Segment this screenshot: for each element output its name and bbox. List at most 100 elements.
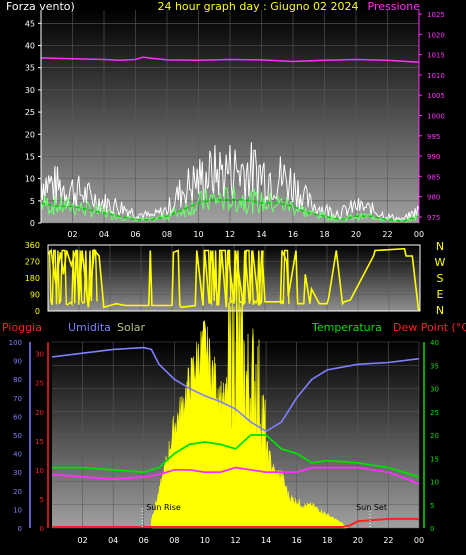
series-temperature [52,434,420,478]
wind-y-tick-label: 20 [25,130,35,139]
temp-y-tick-label: 10 [430,479,439,487]
pressure-y-tick-label: 1010 [427,72,445,80]
pressure-y-tick-label: 1025 [427,11,445,19]
wind-y-tick-label: 0 [30,219,35,228]
wind-x-tick-label: 18 [319,230,329,239]
rain-y-tick-label: 20 [35,409,44,417]
direction-compass-label: N [436,304,444,317]
humidity-y-tick-label: 70 [13,395,22,403]
temperature-label: Temperatura [311,321,382,334]
series-humidity [51,346,420,433]
direction-compass-label: S [437,272,444,285]
wind-x-tick-label: 16 [288,230,298,239]
wind-title: Forza vento) [6,0,75,13]
wind-x-tick-label: 06 [130,230,140,239]
rain-y-tick-label: 30 [35,351,44,359]
pressure-y-tick-label: 995 [427,133,440,141]
env-x-tick-label: 00 [414,536,424,545]
wind-y-tick-label: 25 [25,108,35,117]
humidity-y-tick-label: 60 [13,413,22,421]
series-wind-avg [40,186,420,223]
pressure-y-tick-label: 980 [427,194,440,202]
env-x-tick-label: 22 [383,536,393,545]
wind-x-tick-label: 14 [256,230,266,239]
direction-y-tick-label: 180 [25,274,40,283]
wind-x-tick-label: 00 [414,230,424,239]
solar-label: Solar [117,321,146,334]
direction-y-tick-label: 270 [25,258,40,267]
temp-y-tick-label: 30 [430,386,439,394]
direction-y-tick-label: 0 [35,307,40,316]
direction-y-tick-label: 360 [25,241,40,250]
humidity-y-tick-label: 90 [13,358,22,366]
wind-x-tick-label: 22 [382,230,392,239]
series-solar [151,283,348,529]
series-wind-trend [40,198,420,223]
env-x-tick-label: 14 [261,536,271,545]
sunrise-label: Sun Rise [146,503,181,512]
wind-x-tick-label: 02 [67,230,77,239]
wind-x-tick-label: 10 [193,230,203,239]
humidity-y-tick-label: 30 [13,469,22,477]
env-x-tick-label: 16 [292,536,302,545]
temp-y-tick-label: 0 [430,525,434,533]
pressure-y-tick-label: 990 [427,153,440,161]
humidity-y-tick-label: 20 [13,488,22,496]
wind-y-tick-label: 40 [25,42,35,51]
direction-compass-label: W [435,256,446,269]
temp-y-tick-label: 20 [430,432,439,440]
temp-y-tick-label: 35 [430,362,439,370]
pressure-y-tick-label: 975 [427,214,440,222]
wind-y-tick-label: 10 [25,175,35,184]
wind-y-tick-label: 15 [25,152,35,161]
temp-y-tick-label: 40 [430,339,439,347]
pressure-title: Pressione [368,0,421,13]
rain-y-tick-label: 0 [40,525,44,533]
env-x-tick-label: 06 [139,536,149,545]
humidity-y-tick-label: 80 [13,376,22,384]
series-wind-direction-band [279,249,290,305]
pressure-y-tick-label: 1015 [427,52,445,60]
wind-x-tick-label: 08 [162,230,172,239]
direction-y-tick-label: 90 [30,291,40,300]
pressure-y-tick-label: 985 [427,173,440,181]
env-x-tick-label: 02 [77,536,87,545]
pressure-y-tick-label: 1020 [427,31,445,39]
env-x-tick-label: 08 [169,536,179,545]
wind-y-tick-label: 45 [25,19,35,28]
wind-y-tick-label: 30 [25,86,35,95]
wind-x-tick-label: 04 [99,230,109,239]
rain-label: Pioggia [2,321,42,334]
humidity-y-tick-label: 40 [13,451,22,459]
pressure-y-tick-label: 1000 [427,112,445,120]
humidity-y-tick-label: 0 [18,525,22,533]
series-rain [52,517,419,528]
env-x-tick-label: 04 [108,536,118,545]
rain-y-tick-label: 25 [35,380,44,388]
direction-frame [47,244,421,312]
humidity-y-tick-label: 100 [9,339,22,347]
direction-compass-label: E [437,288,444,301]
temp-y-tick-label: 25 [430,409,439,417]
env-x-tick-label: 12 [230,536,240,545]
temp-y-tick-label: 15 [430,455,439,463]
temp-y-tick-label: 5 [430,502,434,510]
env-x-tick-label: 10 [200,536,210,545]
wind-y-tick-label: 5 [30,197,35,206]
series-wind-direction-band [48,249,98,307]
direction-compass-label: N [436,240,444,253]
rain-y-tick-label: 15 [35,438,44,446]
humidity-y-tick-label: 10 [13,506,22,514]
dewpoint-label: Dew Point (°C) [393,321,466,334]
series-dewpoint [51,466,420,485]
rain-y-tick-label: 10 [35,467,44,475]
sunset-label: Sun Set [356,503,387,512]
wind-x-tick-label: 20 [351,230,361,239]
wind-x-tick-label: 12 [225,230,235,239]
wind-y-tick-label: 35 [25,64,35,73]
rain-y-tick-label: 5 [40,496,44,504]
env-x-tick-label: 18 [322,536,332,545]
pressure-y-tick-label: 1005 [427,92,445,100]
humidity-label: Umidita [68,321,111,334]
